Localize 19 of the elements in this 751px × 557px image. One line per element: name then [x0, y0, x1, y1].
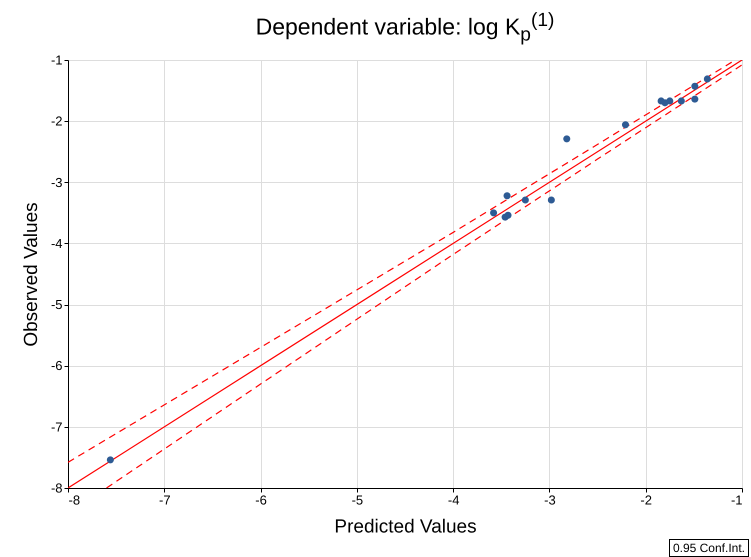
x-tick-label: -4	[448, 492, 460, 508]
y-tick-label: -5	[50, 297, 62, 312]
y-tick-label: -4	[50, 236, 62, 251]
x-tick-label: -1	[730, 492, 742, 508]
y-tick-label: -3	[50, 174, 62, 190]
y-tick-label: -1	[50, 52, 62, 68]
x-tick-label: -2	[640, 492, 652, 508]
y-axis-title: Observed Values	[20, 202, 42, 347]
x-tick-label: -5	[352, 492, 364, 508]
y-tick-label: -2	[50, 114, 62, 129]
x-tick-label: -3	[544, 492, 556, 508]
x-tick-label: -7	[159, 492, 171, 508]
text: 0.95 Conf.Int.	[668, 539, 749, 557]
x-tick-label: -6	[255, 492, 267, 508]
y-tick-label: -8	[50, 480, 62, 496]
y-tick-label: -6	[50, 358, 62, 374]
x-tick-label: -8	[68, 492, 80, 508]
y-tick-label: -7	[50, 419, 62, 434]
x-axis-title: Predicted Values	[334, 516, 477, 538]
